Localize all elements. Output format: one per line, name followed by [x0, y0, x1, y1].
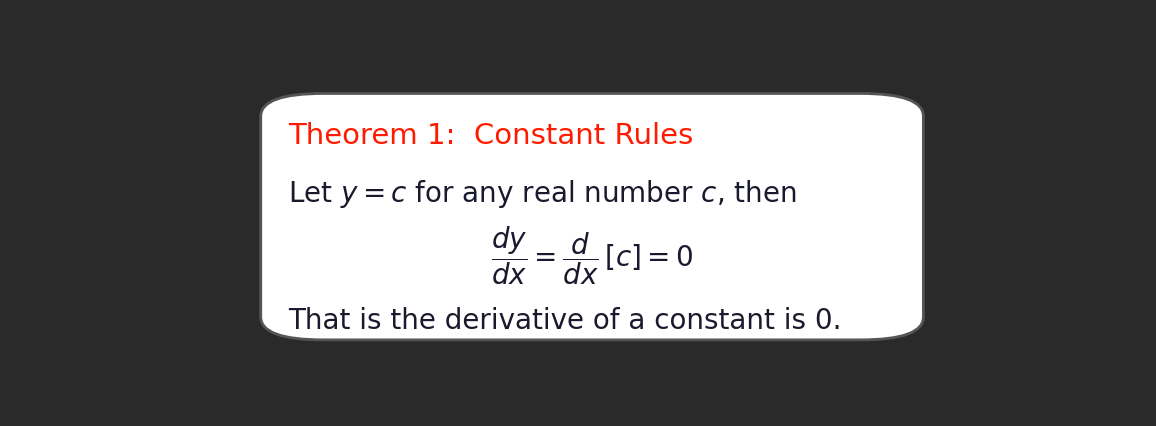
- FancyBboxPatch shape: [261, 93, 924, 340]
- Text: That is the derivative of a constant is 0.: That is the derivative of a constant is …: [288, 307, 842, 334]
- Text: Let $y = c$ for any real number $c$, then: Let $y = c$ for any real number $c$, the…: [288, 178, 796, 210]
- Text: Theorem 1:  Constant Rules: Theorem 1: Constant Rules: [288, 122, 694, 150]
- Text: $\dfrac{dy}{dx} = \dfrac{d}{dx}\,[c] = 0$: $\dfrac{dy}{dx} = \dfrac{d}{dx}\,[c] = 0…: [491, 224, 694, 287]
